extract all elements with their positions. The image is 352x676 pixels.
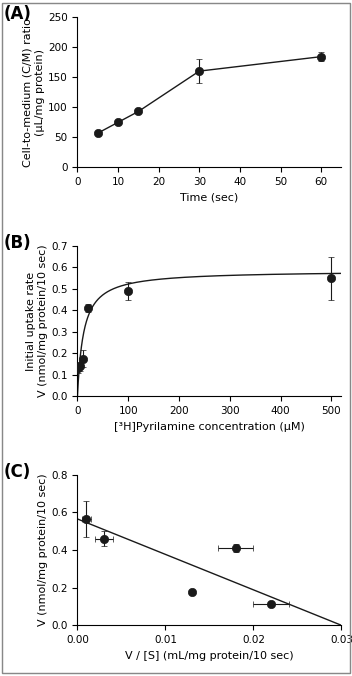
Text: (A): (A) — [4, 5, 31, 23]
X-axis label: V / [S] (mL/mg protein/10 sec): V / [S] (mL/mg protein/10 sec) — [125, 650, 294, 660]
X-axis label: [³H]Pyrilamine concentration (μM): [³H]Pyrilamine concentration (μM) — [114, 422, 305, 432]
X-axis label: Time (sec): Time (sec) — [180, 193, 239, 203]
Text: (B): (B) — [4, 234, 31, 251]
Text: (C): (C) — [4, 462, 31, 481]
Y-axis label: Cell-to-medium (C/M) ratio
(μL/mg protein): Cell-to-medium (C/M) ratio (μL/mg protei… — [23, 18, 45, 167]
Y-axis label: V (nmol/mg protein/10 sec): V (nmol/mg protein/10 sec) — [38, 474, 49, 627]
Y-axis label: Initial uptake rate
V (nmol/mg protein/10 sec): Initial uptake rate V (nmol/mg protein/1… — [26, 245, 49, 397]
